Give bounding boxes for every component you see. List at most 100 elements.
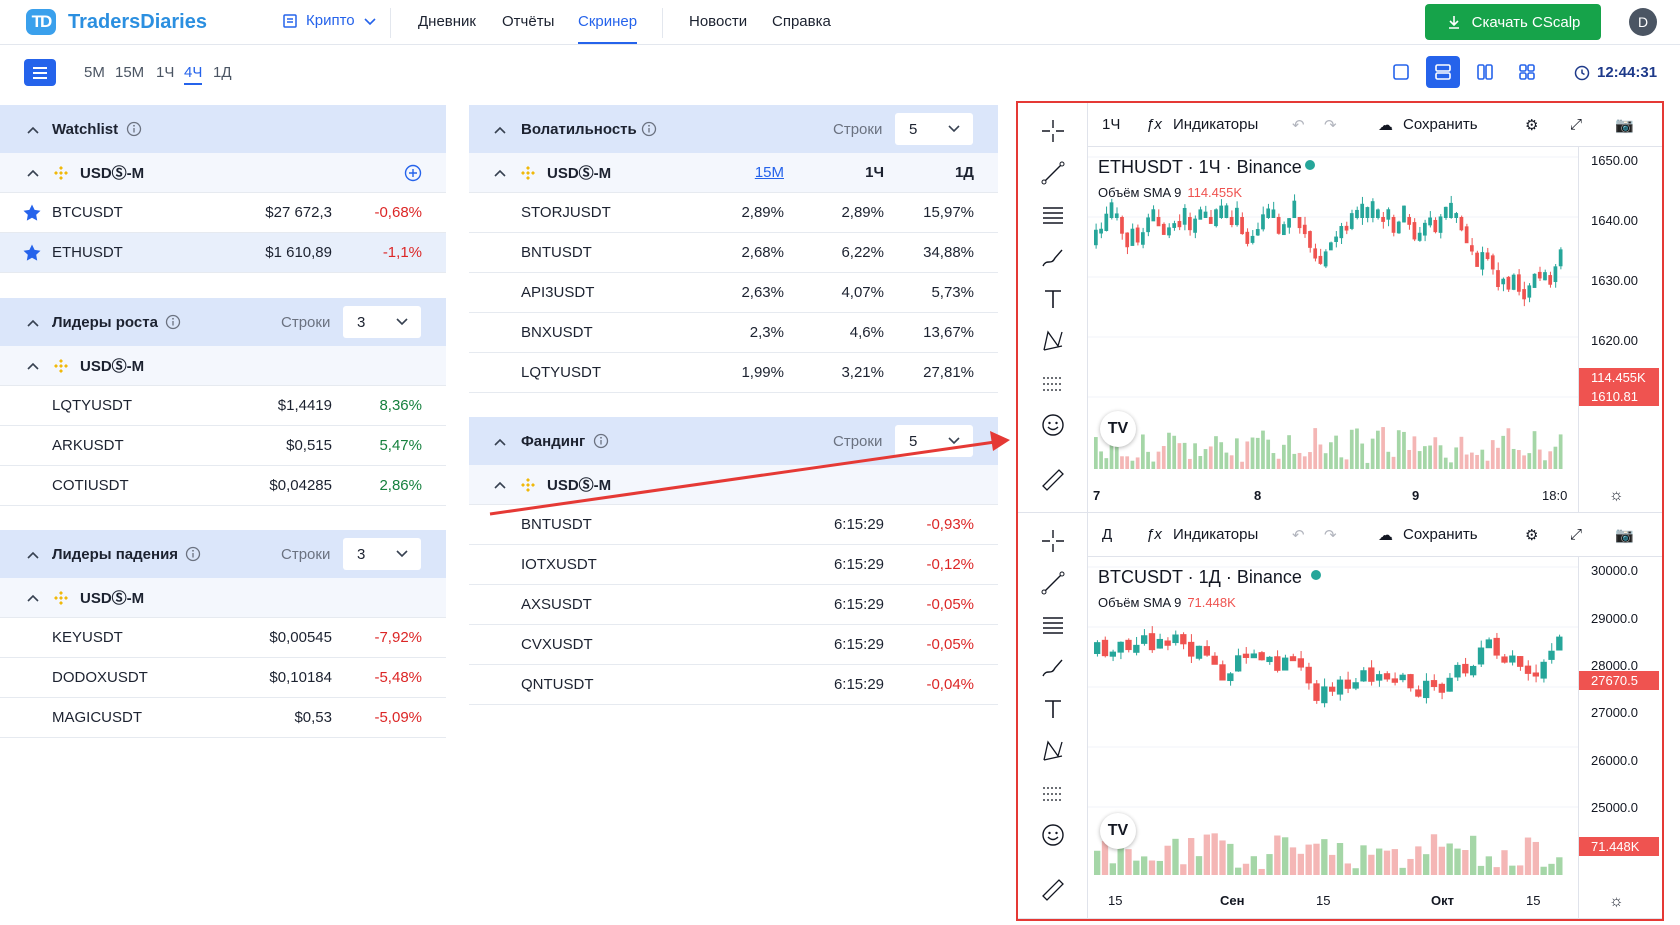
chart-btcusdt[interactable]: Д ƒx Индикаторы ↶ ↷ ☁ Сохранить ⚙ ⤢ 📷 BT… [1018, 513, 1662, 919]
text-icon[interactable] [1040, 696, 1066, 722]
gainers-header[interactable]: Лидеры роста Строки 3 [0, 298, 446, 346]
settings-icon[interactable]: ⚙ [1525, 117, 1539, 134]
brush-icon[interactable] [1040, 654, 1066, 680]
trendline-icon[interactable] [1040, 160, 1066, 186]
pattern-icon[interactable] [1040, 738, 1066, 764]
axis-settings-icon[interactable]: ☼ [1609, 487, 1624, 504]
add-icon[interactable] [404, 164, 422, 182]
exchange-row[interactable]: USDⓈ-M 15М 1Ч 1Д [469, 153, 998, 193]
interval-button[interactable]: Д [1102, 526, 1113, 543]
volatility-header[interactable]: Волатильность Строки 5 [469, 105, 998, 153]
volatility-row[interactable]: BNTUSDT 2,68% 6,22% 34,88% [469, 233, 998, 273]
indicators-button[interactable]: Индикаторы [1173, 116, 1259, 133]
market-selector[interactable]: Крипто [282, 12, 377, 29]
losers-row[interactable]: MAGICUSDT $0,53 -5,09% [0, 698, 446, 738]
crosshair-icon[interactable] [1040, 118, 1066, 144]
emoji-icon[interactable] [1040, 822, 1066, 848]
fib-lines-icon[interactable] [1040, 612, 1066, 638]
watchlist-header[interactable]: Watchlist [0, 105, 446, 153]
volatility-row[interactable]: STORJUSDT 2,89% 2,89% 15,97% [469, 193, 998, 233]
camera-icon[interactable]: 📷 [1615, 117, 1634, 134]
nav-link-news[interactable]: Новости [689, 13, 748, 30]
price-axis[interactable]: 1650.00 1640.00 1630.00 1620.00 114.455K… [1578, 147, 1662, 513]
funding-header[interactable]: Фандинг Строки 5 [469, 417, 998, 465]
trendline-icon[interactable] [1040, 570, 1066, 596]
layout-grid-button[interactable] [1510, 56, 1544, 88]
menu-button[interactable] [24, 59, 56, 86]
redo-icon[interactable]: ↷ [1324, 117, 1337, 134]
volatility-row[interactable]: BNXUSDT 2,3% 4,6% 13,67% [469, 313, 998, 353]
logo[interactable]: TD TradersDiaries [26, 9, 207, 35]
pattern-icon[interactable] [1040, 328, 1066, 354]
col-header-15m[interactable]: 15М [754, 164, 784, 181]
nav-link-screener[interactable]: Скринер [578, 13, 638, 44]
nav-link-journal[interactable]: Дневник [418, 13, 476, 30]
timeframe-1h[interactable]: 1Ч [156, 64, 175, 81]
gainers-row[interactable]: ARKUSDT $0,515 5,47% [0, 426, 446, 466]
chart-ethusdt[interactable]: 1Ч ƒx Индикаторы ↶ ↷ ☁ Сохранить ⚙ ⤢ 📷 E… [1018, 103, 1662, 513]
funding-row[interactable]: QNTUSDT 6:15:29 -0,04% [469, 665, 998, 705]
info-icon[interactable] [641, 121, 657, 137]
exchange-row[interactable]: USDⓈ-M [0, 346, 446, 386]
funding-row[interactable]: CVXUSDT 6:15:29 -0,05% [469, 625, 998, 665]
rows-select[interactable]: 3 [343, 538, 421, 570]
chart-plot-area[interactable] [1088, 147, 1578, 471]
losers-header[interactable]: Лидеры падения Строки 3 [0, 530, 446, 578]
exchange-row[interactable]: USDⓈ-M [469, 465, 998, 505]
undo-icon[interactable]: ↶ [1292, 527, 1305, 544]
axis-settings-icon[interactable]: ☼ [1609, 893, 1624, 910]
tradingview-logo[interactable]: TV [1100, 813, 1136, 849]
volatility-row[interactable]: API3USDT 2,63% 4,07% 5,73% [469, 273, 998, 313]
brush-icon[interactable] [1040, 244, 1066, 270]
avatar[interactable]: D [1629, 8, 1657, 36]
timeframe-4h[interactable]: 4Ч [184, 64, 203, 85]
info-icon[interactable] [593, 433, 609, 449]
text-icon[interactable] [1040, 286, 1066, 312]
fib-lines-icon[interactable] [1040, 202, 1066, 228]
emoji-icon[interactable] [1040, 412, 1066, 438]
fullscreen-icon[interactable]: ⤢ [1570, 116, 1583, 133]
crosshair-icon[interactable] [1040, 528, 1066, 554]
losers-row[interactable]: KEYUSDT $0,00545 -7,92% [0, 618, 446, 658]
gainers-row[interactable]: COTIUSDT $0,04285 2,86% [0, 466, 446, 506]
forecast-icon[interactable] [1040, 780, 1066, 806]
interval-button[interactable]: 1Ч [1102, 116, 1121, 133]
star-icon[interactable] [22, 243, 42, 263]
ruler-icon[interactable] [1040, 467, 1066, 493]
watchlist-row[interactable]: BTCUSDT $27 672,3 -0,68% [0, 193, 446, 233]
fullscreen-icon[interactable]: ⤢ [1570, 526, 1583, 543]
exchange-row[interactable]: USDⓈ-M [0, 578, 446, 618]
rows-select[interactable]: 5 [895, 425, 973, 457]
settings-icon[interactable]: ⚙ [1525, 527, 1539, 544]
redo-icon[interactable]: ↷ [1324, 527, 1337, 544]
camera-icon[interactable]: 📷 [1615, 527, 1634, 544]
funding-row[interactable]: AXSUSDT 6:15:29 -0,05% [469, 585, 998, 625]
nav-link-help[interactable]: Справка [772, 13, 831, 30]
download-button[interactable]: Скачать CScalp [1425, 4, 1601, 40]
save-button[interactable]: Сохранить [1403, 526, 1478, 543]
rows-select[interactable]: 5 [895, 113, 973, 145]
exchange-row[interactable]: USDⓈ-M [0, 153, 446, 193]
rows-select[interactable]: 3 [343, 306, 421, 338]
forecast-icon[interactable] [1040, 370, 1066, 396]
price-axis[interactable]: 30000.0 29000.0 28000.0 27000.0 26000.0 … [1578, 557, 1662, 919]
layout-columns-button[interactable] [1468, 56, 1502, 88]
star-icon[interactable] [22, 203, 42, 223]
tradingview-logo[interactable]: TV [1100, 411, 1136, 447]
funding-row[interactable]: BNTUSDT 6:15:29 -0,93% [469, 505, 998, 545]
timeframe-15m[interactable]: 15М [115, 64, 145, 81]
info-icon[interactable] [126, 121, 142, 137]
indicators-button[interactable]: Индикаторы [1173, 526, 1259, 543]
info-icon[interactable] [165, 314, 181, 330]
nav-link-reports[interactable]: Отчёты [502, 13, 555, 30]
col-header-1d[interactable]: 1Д [954, 164, 974, 181]
layout-single-button[interactable] [1384, 56, 1418, 88]
timeframe-1d[interactable]: 1Д [213, 64, 232, 81]
info-icon[interactable] [185, 546, 201, 562]
layout-rows-button[interactable] [1426, 56, 1460, 88]
volatility-row[interactable]: LQTYUSDT 1,99% 3,21% 27,81% [469, 353, 998, 393]
col-header-1h[interactable]: 1Ч [865, 164, 884, 181]
watchlist-row[interactable]: ETHUSDT $1 610,89 -1,1% [0, 233, 446, 273]
save-button[interactable]: Сохранить [1403, 116, 1478, 133]
timeframe-5m[interactable]: 5М [84, 64, 105, 81]
